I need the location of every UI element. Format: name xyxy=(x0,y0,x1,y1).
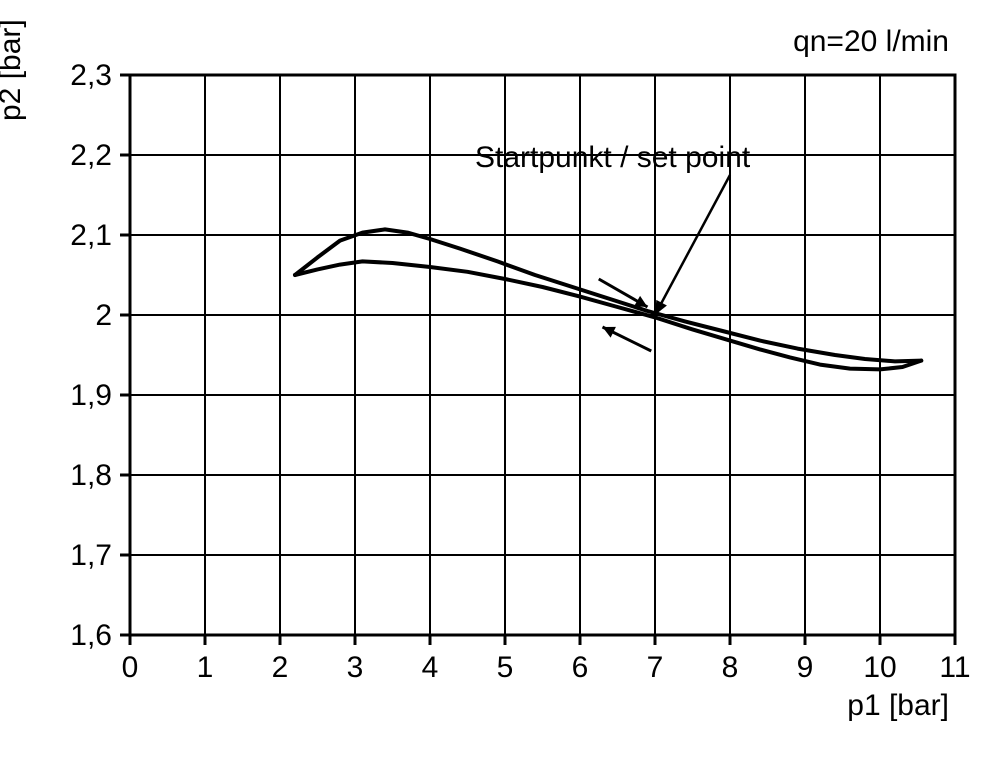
y-tick-label: 1,9 xyxy=(70,379,112,412)
annotation-label: Startpunkt / set point xyxy=(475,141,751,174)
y-tick-label: 1,8 xyxy=(70,459,112,492)
y-axis-label: p2 [bar] xyxy=(0,19,27,121)
x-tick-label: 0 xyxy=(122,651,139,684)
hysteresis-chart: 0 1 2 3 4 5 6 7 8 9 10 11 1,6 1,7 1,8 1,9 2 2,1 2,2 2,3 p1 [… xyxy=(0,0,1000,764)
x-tick-label: 2 xyxy=(272,651,289,684)
y-tick-label: 2,2 xyxy=(70,139,112,172)
x-tick-label: 9 xyxy=(797,651,814,684)
x-tick-label: 1 xyxy=(197,651,214,684)
x-axis-label: p1 [bar] xyxy=(847,689,949,722)
x-tick-label: 7 xyxy=(647,651,664,684)
y-tick-label: 1,6 xyxy=(70,619,112,652)
chart-title: qn=20 l/min xyxy=(793,25,949,58)
x-tick-label: 5 xyxy=(497,651,514,684)
y-tick-label: 2,1 xyxy=(70,219,112,252)
x-tick-label: 3 xyxy=(347,651,364,684)
y-tick-label: 2 xyxy=(95,299,112,332)
x-tick-label: 10 xyxy=(863,651,896,684)
chart-container: 0 1 2 3 4 5 6 7 8 9 10 11 1,6 1,7 1,8 1,9 2 2,1 2,2 2,3 p1 [… xyxy=(0,0,1000,764)
y-tick-label: 2,3 xyxy=(70,59,112,92)
x-tick-label: 8 xyxy=(722,651,739,684)
y-tick-label: 1,7 xyxy=(70,539,112,572)
x-tick-label: 11 xyxy=(939,651,970,684)
x-tick-label: 6 xyxy=(572,651,589,684)
x-tick-label: 4 xyxy=(422,651,439,684)
